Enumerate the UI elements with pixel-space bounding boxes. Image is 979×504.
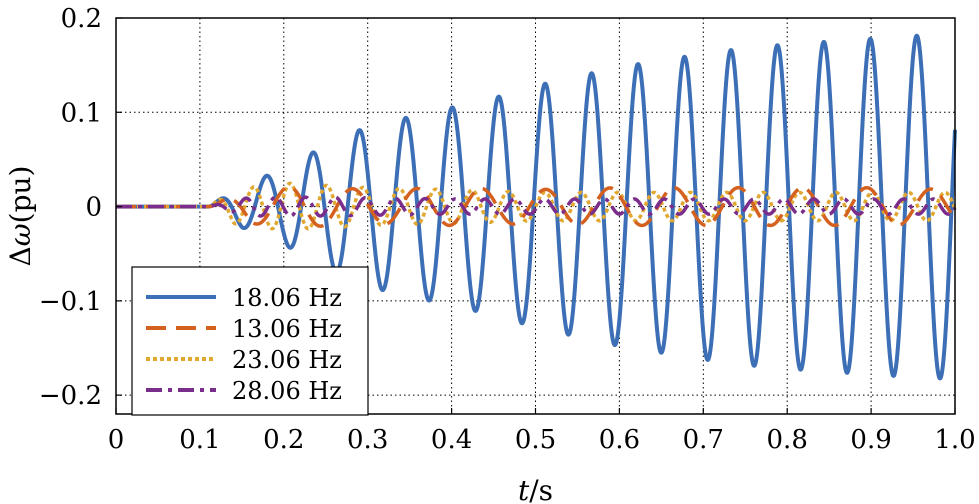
x-tick-label: 0.8 bbox=[767, 425, 808, 455]
series-line-28-06-hz bbox=[114, 195, 957, 218]
x-tick-label: 0 bbox=[108, 425, 125, 455]
ticks: 0 0.1 0.2 0.3 0.4 0.5 0.6 0.7 0.8 0.9 1.00.20.10−0… bbox=[39, 4, 976, 455]
x-tick-label: 0.5 bbox=[515, 425, 556, 455]
legend-label: 13.06 Hz bbox=[232, 315, 342, 343]
x-axis-label-var: t bbox=[518, 474, 530, 504]
y-axis-label-omega: ω bbox=[4, 223, 37, 246]
x-tick-label: 0.4 bbox=[431, 425, 472, 455]
y-tick-label: −0.2 bbox=[39, 381, 102, 411]
legend: 18.06 Hz 13.06 Hz 23.06 Hz 28.06 Hz bbox=[131, 266, 369, 416]
x-tick-label: 0.9 bbox=[850, 425, 891, 455]
series-line-18-06-hz bbox=[114, 33, 957, 381]
x-tick-label: 1.0 bbox=[934, 425, 975, 455]
x-tick-label: 0.7 bbox=[683, 425, 724, 455]
x-tick-label: 0.3 bbox=[347, 425, 388, 455]
x-tick-label: 0.6 bbox=[599, 425, 640, 455]
y-tick-label: 0.2 bbox=[61, 4, 102, 34]
x-axis-label: t/s bbox=[518, 474, 553, 504]
series-layer bbox=[114, 33, 957, 381]
legend-label: 18.06 Hz bbox=[232, 284, 342, 312]
x-tick-label: 0.2 bbox=[263, 425, 304, 455]
y-tick-label: −0.1 bbox=[39, 287, 102, 317]
y-tick-label: 0 bbox=[85, 193, 102, 223]
x-tick-label: 0.1 bbox=[179, 425, 220, 455]
y-axis-label-unit: (pu) bbox=[4, 166, 37, 224]
legend-label: 23.06 Hz bbox=[232, 346, 342, 374]
y-axis-label: Δω(pu) bbox=[4, 166, 37, 267]
x-axis-label-unit: /s bbox=[529, 474, 553, 504]
legend-label: 28.06 Hz bbox=[232, 377, 342, 405]
y-axis-label-delta: Δ bbox=[4, 246, 37, 266]
y-tick-label: 0.1 bbox=[61, 98, 102, 128]
